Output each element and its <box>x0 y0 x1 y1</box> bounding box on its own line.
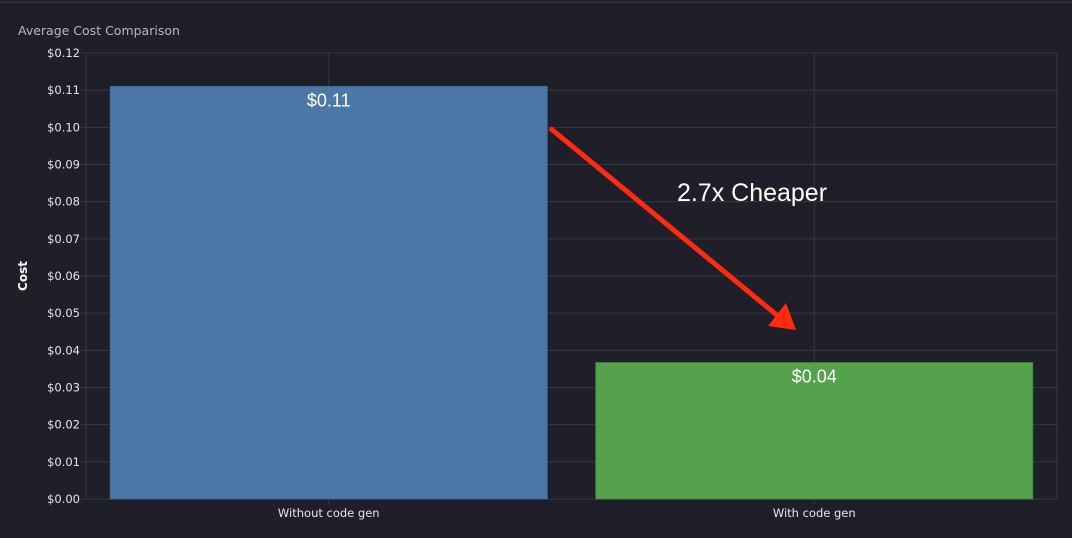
x-axis: Without code gen With code gen <box>278 506 856 520</box>
x-tick-label: With code gen <box>773 506 856 520</box>
annotation-text: 2.7x Cheaper <box>677 179 827 207</box>
bar <box>109 85 548 500</box>
y-tick-label: $0.10 <box>47 120 80 134</box>
bars: $0.11 $0.04 <box>109 85 1034 500</box>
y-tick-label: $0.12 <box>47 46 80 60</box>
y-tick-label: $0.08 <box>47 195 80 209</box>
y-tick-label: $0.07 <box>47 232 80 246</box>
arrow-head-icon <box>768 303 796 330</box>
y-tick-label: $0.06 <box>47 269 80 283</box>
x-tick-label: Without code gen <box>278 506 380 520</box>
annotation-arrow <box>548 126 780 318</box>
y-tick-label: $0.09 <box>47 158 80 172</box>
bar <box>595 362 1034 500</box>
y-tick-label: $0.02 <box>47 418 80 432</box>
y-tick-label: $0.03 <box>47 381 80 395</box>
y-tick-label: $0.00 <box>47 492 80 506</box>
y-axis: $0.00 $0.01 $0.02 $0.03 $0.04 $0.05 $0.06 $0.07… <box>47 46 80 506</box>
data-label: $0.04 <box>792 367 837 387</box>
data-label: $0.11 <box>307 90 351 110</box>
y-tick-label: $0.01 <box>47 455 80 469</box>
y-tick-label: $0.04 <box>47 343 80 357</box>
y-tick-label: $0.11 <box>47 83 80 97</box>
annotation: 2.7x Cheaper <box>548 126 827 330</box>
y-axis-label: Cost <box>16 261 30 291</box>
y-tick-label: $0.05 <box>47 306 80 320</box>
chart-title: Average Cost Comparison <box>18 23 180 38</box>
